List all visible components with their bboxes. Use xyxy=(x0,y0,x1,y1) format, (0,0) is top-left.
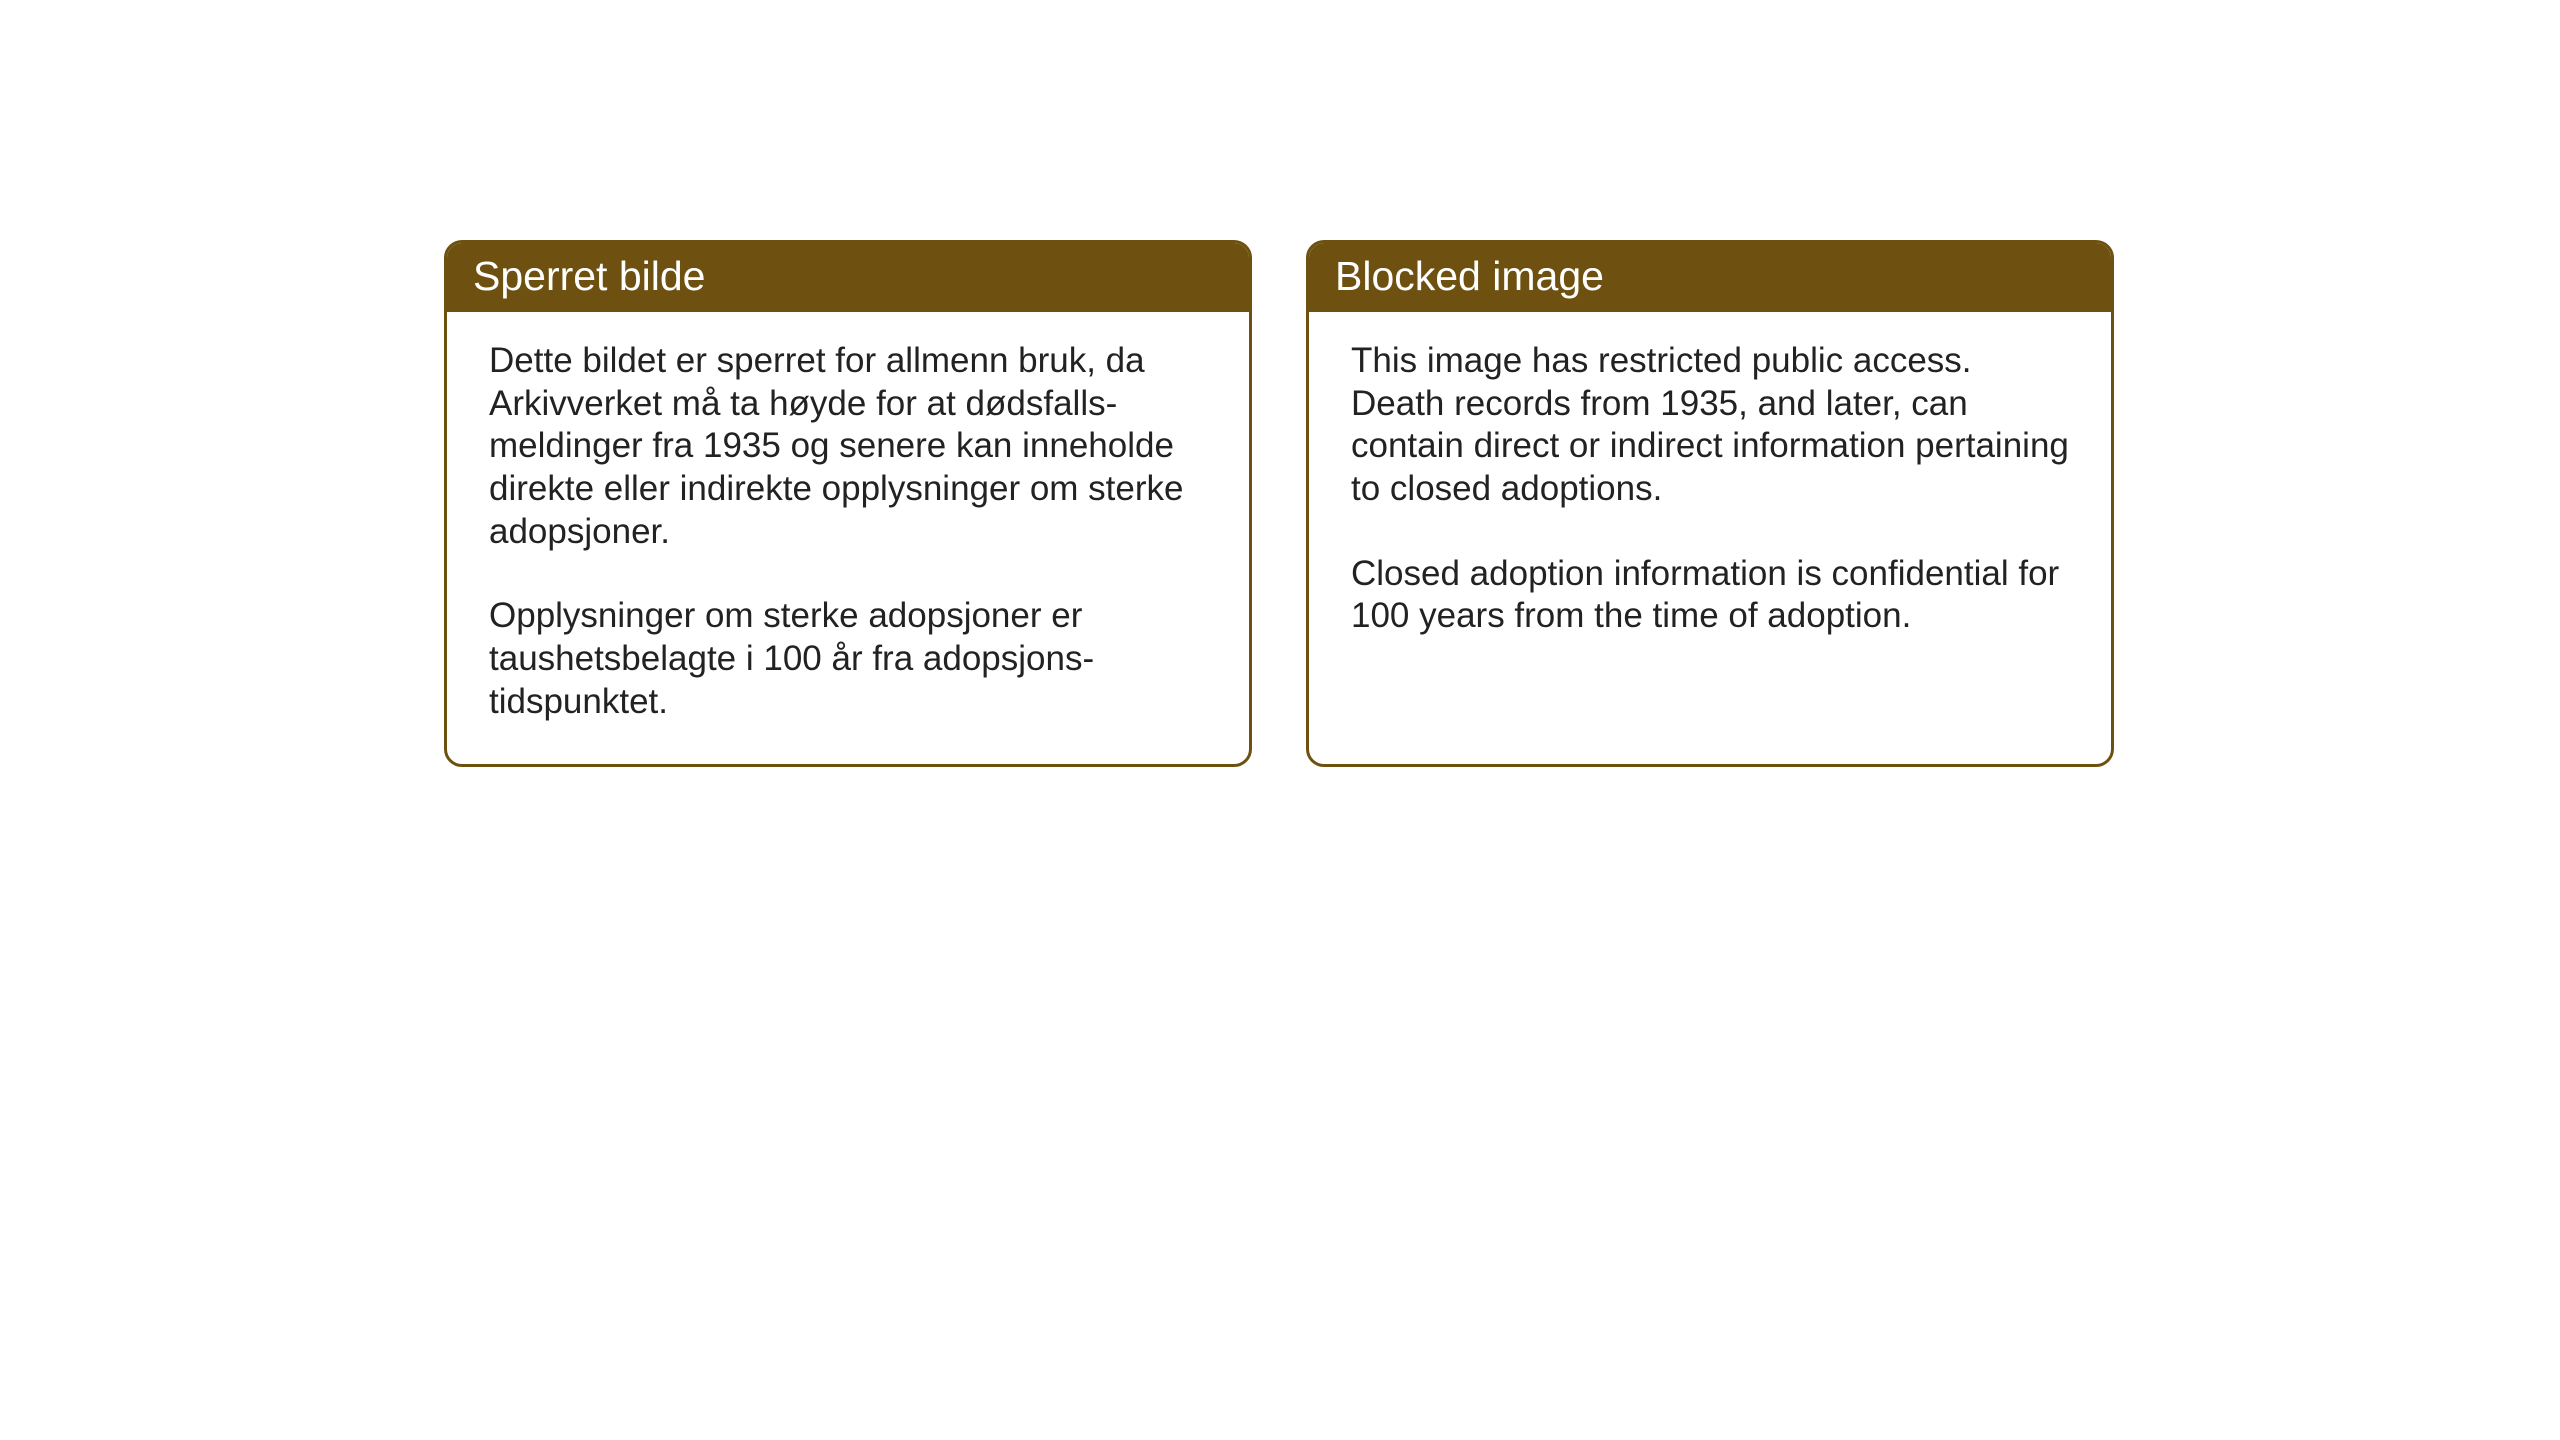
card-english-body: This image has restricted public access.… xyxy=(1309,312,2111,678)
card-english-title: Blocked image xyxy=(1335,253,1604,299)
card-norwegian-para2: Opplysninger om sterke adopsjoner er tau… xyxy=(489,595,1207,723)
card-norwegian-body: Dette bildet er sperret for allmenn bruk… xyxy=(447,312,1249,764)
card-norwegian: Sperret bilde Dette bildet er sperret fo… xyxy=(444,240,1252,767)
card-english-para1: This image has restricted public access.… xyxy=(1351,340,2069,511)
card-english: Blocked image This image has restricted … xyxy=(1306,240,2114,767)
card-english-header: Blocked image xyxy=(1309,243,2111,312)
card-english-para2: Closed adoption information is confident… xyxy=(1351,553,2069,638)
card-norwegian-title: Sperret bilde xyxy=(473,253,705,299)
card-norwegian-header: Sperret bilde xyxy=(447,243,1249,312)
cards-container: Sperret bilde Dette bildet er sperret fo… xyxy=(0,0,2560,767)
card-norwegian-para1: Dette bildet er sperret for allmenn bruk… xyxy=(489,340,1207,553)
